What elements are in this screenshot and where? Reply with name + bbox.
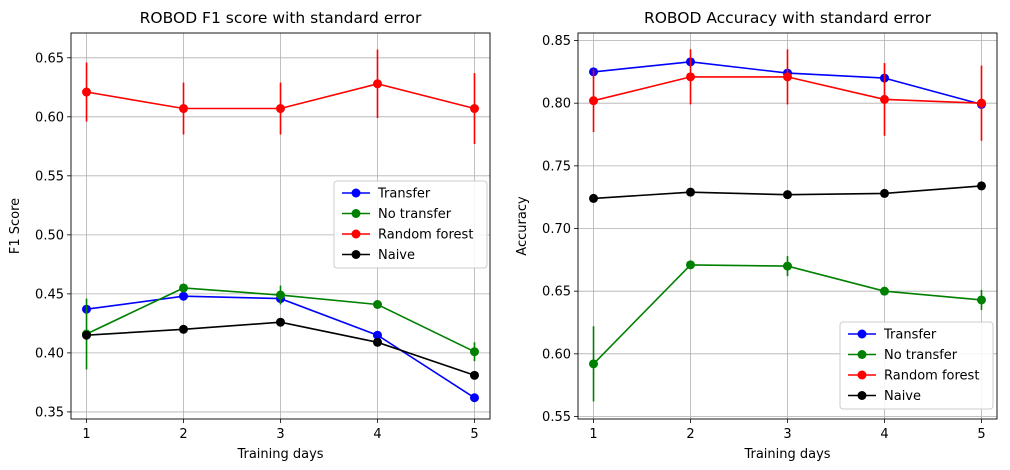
x-tick-label: 1 [589, 427, 597, 442]
y-tick-label: 0.65 [542, 285, 571, 300]
data-point [686, 260, 696, 270]
data-point [686, 72, 696, 82]
y-axis-label: Accuracy [515, 196, 530, 256]
x-tick-label: 4 [373, 427, 381, 442]
y-tick-label: 0.80 [542, 97, 571, 112]
y-tick-label: 0.65 [35, 51, 64, 66]
legend-label: Random forest [378, 228, 473, 243]
legend-label: No transfer [378, 207, 452, 222]
data-point [589, 96, 599, 106]
x-tick-label: 5 [977, 427, 985, 442]
y-tick-label: 0.35 [35, 405, 64, 420]
data-point [469, 370, 479, 380]
y-tick-label: 0.45 [35, 287, 64, 302]
x-axis-label: Training days [236, 447, 323, 462]
data-point [879, 286, 889, 296]
data-point [589, 359, 599, 369]
data-point [276, 290, 285, 300]
data-point [783, 261, 792, 271]
legend-marker [351, 188, 361, 198]
data-point [372, 330, 382, 340]
y-tick-label: 0.60 [542, 347, 571, 362]
data-point [82, 87, 92, 97]
y-tick-label: 0.60 [35, 110, 64, 125]
x-tick-label: 3 [276, 427, 284, 442]
y-tick-label: 0.70 [542, 222, 571, 237]
legend-label: Random forest [884, 369, 979, 384]
data-point [686, 187, 696, 197]
y-tick-label: 0.75 [542, 159, 571, 174]
series-naive [82, 317, 479, 380]
data-point [783, 72, 792, 82]
data-point [469, 347, 479, 357]
data-point [783, 190, 792, 200]
y-tick-label: 0.55 [35, 169, 64, 184]
x-tick-label: 4 [880, 427, 888, 442]
data-point [372, 337, 382, 347]
data-point [179, 283, 189, 293]
legend-marker [857, 391, 867, 400]
data-point [469, 104, 479, 114]
data-point [976, 98, 986, 108]
legend-label: Transfer [377, 187, 431, 202]
data-point [879, 188, 889, 198]
data-point [589, 193, 599, 203]
legend-label: Transfer [883, 328, 937, 343]
legend-box [333, 180, 488, 269]
x-tick-label: 1 [82, 427, 90, 442]
y-tick-label: 0.85 [542, 34, 571, 49]
series-random-forest [589, 49, 986, 141]
series-random-forest [82, 49, 479, 144]
legend-marker [351, 209, 361, 218]
axes-frame [70, 32, 491, 420]
series-naive [589, 181, 986, 203]
legend: Transfer No transfer Random forest Naive [839, 321, 994, 410]
data-point [879, 94, 889, 104]
x-tick-label: 2 [179, 427, 187, 442]
data-point [276, 104, 285, 114]
chart-panel-1: 1 2 3 4 5 0.35 0.40 0.45 0.50 0.55 0.60 0.65 ROBOD F… [8, 9, 491, 462]
data-point [179, 324, 189, 334]
x-tick-label: 2 [686, 427, 694, 442]
legend-marker [351, 250, 361, 259]
legend-box [839, 321, 994, 410]
data-point [179, 104, 189, 114]
legend-marker [351, 229, 361, 239]
data-point [179, 291, 189, 301]
legend-marker [857, 329, 867, 339]
chart-title: ROBOD F1 score with standard error [140, 9, 422, 27]
data-point [469, 393, 479, 403]
data-point [372, 79, 382, 89]
legend-label: Naive [884, 389, 921, 404]
chart-title: ROBOD Accuracy with standard error [644, 9, 932, 27]
axes-frame [577, 32, 998, 420]
series-no-transfer [589, 256, 986, 402]
legend-marker [857, 370, 867, 380]
legend-marker [857, 350, 867, 359]
y-tick-label: 0.55 [542, 410, 571, 425]
data-point [976, 295, 986, 305]
legend: Transfer No transfer Random forest Naive [333, 180, 488, 269]
data-point [372, 299, 382, 309]
x-tick-label: 3 [783, 427, 791, 442]
y-tick-label: 0.40 [35, 346, 64, 361]
data-point [276, 317, 285, 327]
chart-panel-2: 1 2 3 4 5 0.55 0.60 0.65 0.70 0.75 0.80 0.85 ROBOD A… [515, 9, 998, 462]
legend-label: Naive [378, 248, 415, 263]
legend-label: No transfer [884, 348, 958, 363]
y-tick-label: 0.50 [35, 228, 64, 243]
x-tick-label: 5 [470, 427, 478, 442]
data-point [82, 330, 92, 340]
y-axis-label: F1 Score [8, 198, 23, 254]
x-axis-label: Training days [743, 447, 830, 462]
data-point [976, 181, 986, 191]
